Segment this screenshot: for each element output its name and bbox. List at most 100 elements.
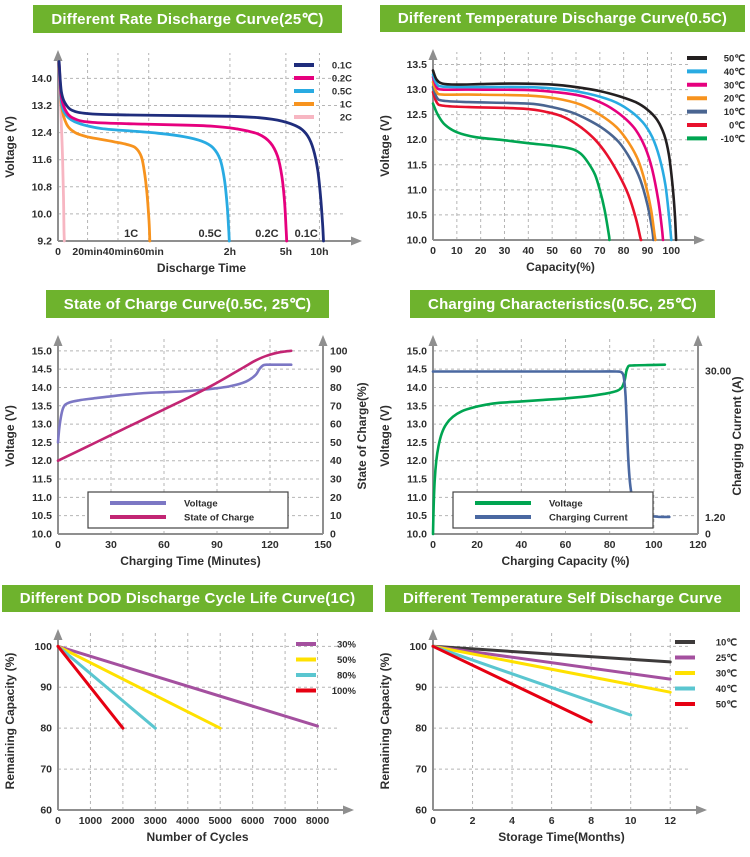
x-axis-title: Capacity(%)	[526, 260, 595, 274]
chart-title: State of Charge Curve(0.5C, 25℃)	[63, 296, 312, 313]
y-axis-arrow	[428, 629, 438, 640]
y2-tick-label: 20	[330, 492, 342, 504]
series-0.2C	[57, 61, 289, 243]
y-tick-label: 10.0	[32, 208, 53, 220]
legend-label: 25℃	[716, 653, 738, 664]
y2-tick-label: 30.00	[705, 365, 731, 377]
x-tick-label: 0	[55, 539, 61, 551]
legend-label: Voltage	[549, 499, 583, 510]
charging-characteristics-chart: 0 20 40 60 80 100 120 15.0 14.5 14.0 13.5 13.0 12.5 1…	[378, 335, 744, 568]
chart-title-banner: Different Temperature Discharge Curve(0.…	[379, 5, 746, 32]
x-tick-label: 60	[158, 539, 170, 551]
y2-axis-arrow	[318, 335, 328, 346]
x-axis-arrow	[696, 805, 707, 815]
y-tick-label: 15.0	[32, 345, 53, 357]
x-axis-title: Charging Capacity (%)	[501, 554, 629, 568]
x-tick-label: 70	[594, 245, 606, 257]
series-80%	[56, 644, 157, 730]
x-tick-label: 60	[570, 245, 582, 257]
x-tick-label: 12	[664, 815, 676, 827]
legend-label: 100%	[332, 686, 357, 697]
y-axis-arrow	[53, 629, 63, 640]
y2-axis-title: State of Charge(%)	[355, 382, 369, 489]
x-tick-label: 20	[475, 245, 487, 257]
y2-tick-label: 0	[705, 529, 711, 541]
legend-label: 50%	[337, 655, 357, 666]
x-tick-label: 10	[451, 245, 463, 257]
y-tick-label: 11.0	[407, 492, 427, 504]
x-tick-label: 30	[105, 539, 117, 551]
y-tick-label: 10.0	[407, 235, 428, 247]
legend-label: 1C	[340, 100, 352, 111]
series-50℃	[431, 644, 593, 724]
legend-label: 50℃	[724, 54, 746, 65]
x-tick-label: 8	[588, 815, 594, 827]
dod-cycle-life-chart: 0 1000 2000 3000 4000 5000 6000 7000 8000 100 90 80…	[3, 629, 357, 844]
legend-label: 40℃	[716, 684, 738, 695]
x-tick-label: 100	[663, 245, 681, 257]
chart-title: Different Temperature Self Discharge Cur…	[402, 590, 723, 607]
series-25℃	[431, 644, 672, 681]
series-30%	[56, 644, 319, 728]
series-Voltage	[431, 363, 667, 536]
y-tick-label: 60	[40, 805, 52, 817]
x-tick-label: 2	[470, 815, 476, 827]
legend-label: 10℃	[716, 638, 738, 649]
legend-label: 0℃	[729, 121, 745, 132]
y-tick-label: 14.5	[32, 364, 53, 376]
chart-title-banner: Different DOD Discharge Cycle Life Curve…	[1, 585, 374, 612]
y-tick-label: 12.5	[32, 437, 53, 449]
x-tick-label: 50	[546, 245, 558, 257]
y2-tick-label: 80	[330, 382, 342, 394]
x-tick-label: 6	[549, 815, 555, 827]
chart-cell-dod-cycle-life: Different DOD Discharge Cycle Life Curve…	[0, 580, 375, 857]
x-tick-label: 0	[55, 815, 61, 827]
chart-cell-temperature-discharge: Different Temperature Discharge Curve(0.…	[375, 0, 750, 285]
y-tick-label: 14.0	[32, 73, 53, 85]
x-axis-title: Number of Cycles	[146, 830, 248, 844]
y-axis-title: Voltage (V)	[3, 405, 17, 467]
x-tick-label: 8000	[306, 815, 330, 827]
y2-tick-label: 60	[330, 419, 342, 431]
y-tick-label: 12.0	[407, 134, 428, 146]
legend-label: 0.1C	[332, 61, 352, 72]
curve-annotation: 0.1C	[295, 228, 318, 240]
curve-annotation: 0.5C	[198, 228, 221, 240]
x-tick-label: 20min	[72, 246, 102, 258]
y-axis-arrow	[428, 335, 438, 346]
x-axis-arrow	[694, 235, 705, 245]
y-axis-arrow	[53, 335, 63, 346]
x-tick-label: 40	[522, 245, 534, 257]
y-axis-title: Remaining Capacity (%)	[3, 653, 17, 790]
y-tick-label: 13.0	[407, 419, 428, 431]
x-tick-label: 6000	[241, 815, 265, 827]
x-tick-label: 4	[509, 815, 515, 827]
x-tick-label: 40	[515, 539, 527, 551]
x-tick-label: 10h	[310, 246, 328, 258]
y2-tick-label: 50	[330, 437, 342, 449]
series-40℃	[431, 644, 633, 717]
y-axis-title: Voltage (V)	[378, 405, 392, 467]
y-axis-title: Voltage (V)	[378, 115, 392, 177]
legend-label: 0.5C	[332, 87, 352, 98]
legend-label: 30℃	[724, 80, 746, 91]
legend-label: Charging Current	[549, 513, 628, 524]
legend-label: 50℃	[716, 700, 738, 711]
series-State of Charge	[56, 349, 293, 462]
y-axis-arrow	[428, 49, 438, 60]
y2-tick-label: 100	[330, 345, 348, 357]
x-axis-arrow	[343, 805, 354, 815]
y2-tick-label: 1.20	[705, 512, 726, 524]
y-tick-label: 13.5	[407, 59, 428, 71]
x-tick-label: 40min	[103, 246, 133, 258]
y-tick-label: 10.0	[407, 529, 428, 541]
y-tick-label: 10.5	[407, 209, 428, 221]
y-tick-label: 11.6	[32, 154, 52, 166]
series-0℃	[431, 90, 643, 242]
legend-label: 20℃	[724, 94, 746, 105]
y-tick-label: 9.2	[37, 236, 52, 248]
series-10℃	[431, 644, 672, 664]
y2-tick-label: 0	[330, 529, 336, 541]
x-tick-label: 20	[471, 539, 483, 551]
y-tick-label: 14.0	[407, 382, 428, 394]
